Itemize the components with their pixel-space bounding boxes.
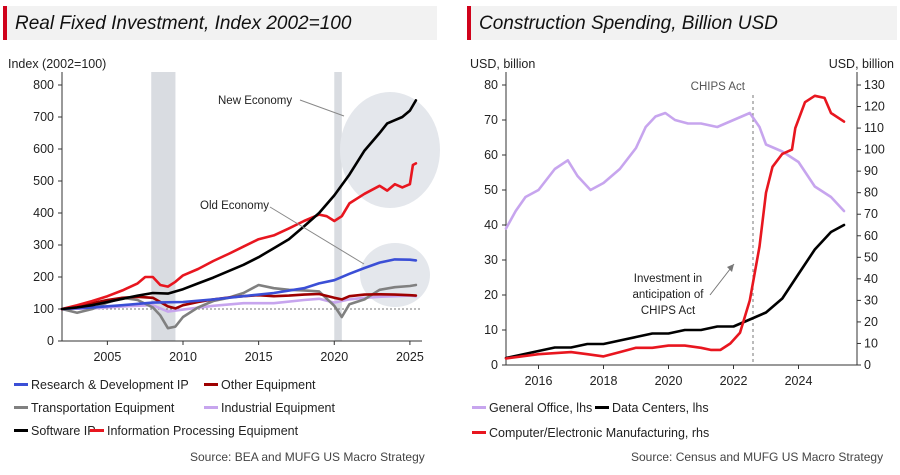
- right-legend-swatch: [595, 406, 609, 410]
- left-legend-swatch: [204, 406, 218, 410]
- right-chart-x-tick-label: 2018: [590, 374, 618, 388]
- annotation-arrow-head: [727, 264, 734, 272]
- new-economy-highlight: [340, 92, 440, 208]
- left-legend-item: Information Processing Equipment: [90, 424, 298, 438]
- right-chart-rhs-tick-label: 120: [864, 100, 885, 114]
- left-legend-label: Software IP: [31, 424, 96, 438]
- right-chart-lhs-tick-label: 40: [484, 218, 498, 232]
- left-y-tick-label: 100: [33, 302, 54, 316]
- right-chart-lhs-tick-label: 20: [484, 288, 498, 302]
- left-legend-label: Transportation Equipment: [31, 401, 175, 415]
- right-chart-lhs-tick-label: 30: [484, 253, 498, 267]
- recession-band-1: [334, 72, 342, 341]
- right-legend-item: Data Centers, lhs: [595, 401, 709, 415]
- right-chart-rhs-tick-label: 80: [864, 186, 878, 200]
- right-chart-lhs-tick-label: 0: [491, 358, 498, 372]
- left-y-tick-label: 800: [33, 78, 54, 92]
- left-y-tick-label: 700: [33, 110, 54, 124]
- left-series-line-0: [60, 99, 418, 311]
- left-y-tick-label: 500: [33, 174, 54, 188]
- left-panel-title: Real Fixed Investment, Index 2002=100: [3, 6, 437, 40]
- left-legend-item: Research & Development IP: [14, 378, 189, 392]
- left-legend-swatch: [204, 383, 218, 387]
- right-chart-rhs-tick-label: 110: [864, 121, 884, 135]
- right-chart-rhs-tick-label: 130: [864, 78, 885, 92]
- right-chart-x-tick-label: 2024: [785, 374, 813, 388]
- recession-band-0: [151, 72, 176, 341]
- right-series-line-2: [504, 94, 846, 360]
- left-legend-item: Software IP: [14, 424, 96, 438]
- chips-act-label: CHIPS Act: [691, 81, 746, 93]
- right-chart-rhs-tick-label: 30: [864, 293, 878, 307]
- right-series-line-0: [504, 111, 846, 230]
- right-chart-rhs-tick-label: 100: [864, 143, 885, 157]
- right-chart-rhs-tick-label: 60: [864, 229, 878, 243]
- right-chart-rhs-tick-label: 70: [864, 207, 878, 221]
- right-chart-lhs-tick-label: 10: [484, 323, 498, 337]
- left-x-tick-label: 2015: [245, 350, 273, 364]
- left-x-tick-label: 2005: [93, 350, 121, 364]
- right-chart-x-tick-label: 2022: [720, 374, 748, 388]
- right-legend-swatch: [472, 431, 486, 435]
- left-legend-item: Industrial Equipment: [204, 401, 335, 415]
- left-legend-item: Transportation Equipment: [14, 401, 174, 415]
- annotation-old-economy: Old Economy: [200, 200, 269, 212]
- right-chart-lhs-tick-label: 80: [484, 78, 498, 92]
- right-chart-rhs-tick-label: 40: [864, 272, 878, 286]
- right-chart-x-tick-label: 2016: [525, 374, 553, 388]
- left-legend-swatch: [14, 383, 28, 387]
- right-title-text: Construction Spending, Billion USD: [479, 13, 778, 34]
- right-chart-rhs-tick-label: 0: [864, 358, 871, 372]
- right-source: Source: Census and MUFG US Macro Strateg…: [631, 450, 884, 464]
- left-source: Source: BEA and MUFG US Macro Strategy: [190, 450, 425, 464]
- left-x-tick-label: 2010: [169, 350, 197, 364]
- left-x-tick-label: 2025: [396, 350, 424, 364]
- left-legend-label: Information Processing Equipment: [107, 424, 299, 438]
- left-legend-swatch: [14, 429, 28, 433]
- right-chart-lhs-tick-label: 60: [484, 148, 498, 162]
- right-chart-rhs-tick-label: 20: [864, 315, 878, 329]
- left-y-tick-label: 600: [33, 142, 54, 156]
- left-series-line-1: [60, 162, 418, 311]
- left-series-line-4: [60, 283, 418, 330]
- right-chart-lhs-tick-label: 70: [484, 113, 498, 127]
- annotation-new-economy-pointer: [299, 99, 345, 117]
- left-legend-item: Other Equipment: [204, 378, 316, 392]
- left-legend-swatch: [90, 429, 104, 433]
- annotation-chips-anticipation: CHIPS Act: [641, 305, 696, 317]
- right-legend-label: Data Centers, lhs: [612, 401, 709, 415]
- left-legend-label: Research & Development IP: [31, 378, 189, 392]
- right-legend-item: Computer/Electronic Manufacturing, rhs: [472, 426, 709, 440]
- left-legend-label: Other Equipment: [221, 378, 316, 392]
- left-y-tick-label: 400: [33, 206, 54, 220]
- annotation-old-economy-pointer: [269, 206, 365, 265]
- right-chart-rhs-tick-label: 10: [864, 336, 878, 350]
- left-series-line-2: [60, 258, 418, 311]
- right-chart-rhs-tick-label: 50: [864, 250, 878, 264]
- right-chart-x-tick-label: 2020: [655, 374, 683, 388]
- left-y-tick-label: 200: [33, 270, 54, 284]
- left-x-tick-label: 2020: [320, 350, 348, 364]
- right-chart-lhs-label: USD, billion: [470, 57, 535, 71]
- right-panel-title: Construction Spending, Billion USD: [467, 6, 897, 40]
- left-legend-swatch: [14, 406, 28, 410]
- annotation-chips-anticipation: Investment in: [634, 273, 702, 285]
- right-legend-item: General Office, lhs: [472, 401, 592, 415]
- right-legend-swatch: [472, 406, 486, 410]
- left-y-axis-label: Index (2002=100): [8, 57, 106, 71]
- right-legend-label: Computer/Electronic Manufacturing, rhs: [489, 426, 710, 440]
- right-chart-rhs-tick-label: 90: [864, 164, 878, 178]
- right-legend-label: General Office, lhs: [489, 401, 593, 415]
- left-title-text: Real Fixed Investment, Index 2002=100: [15, 13, 352, 34]
- left-y-tick-label: 0: [47, 334, 54, 348]
- right-chart-rhs-label: USD, billion: [829, 57, 894, 71]
- annotation-chips-anticipation: anticipation of: [633, 289, 705, 301]
- left-y-tick-label: 300: [33, 238, 54, 252]
- left-legend-label: Industrial Equipment: [221, 401, 335, 415]
- right-series-line-1: [504, 223, 846, 360]
- annotation-new-economy: New Economy: [218, 95, 292, 107]
- right-chart-lhs-tick-label: 50: [484, 183, 498, 197]
